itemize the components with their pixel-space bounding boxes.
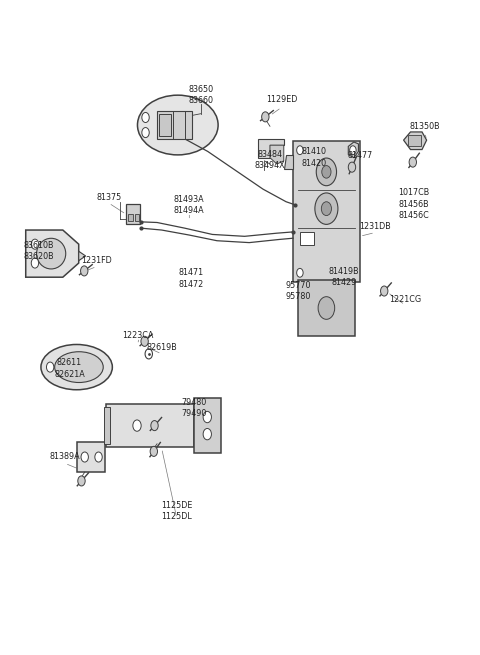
Circle shape bbox=[31, 258, 38, 268]
Text: 1125DE
1125DL: 1125DE 1125DL bbox=[161, 501, 192, 521]
Circle shape bbox=[318, 297, 335, 320]
Bar bbox=[157, 111, 192, 139]
Text: 1129ED: 1129ED bbox=[266, 96, 297, 104]
Circle shape bbox=[349, 146, 356, 155]
Circle shape bbox=[316, 158, 336, 186]
Polygon shape bbox=[348, 142, 359, 158]
Bar bbox=[298, 280, 355, 335]
Bar bbox=[77, 442, 105, 472]
Polygon shape bbox=[79, 252, 85, 261]
Text: 83484
83494X: 83484 83494X bbox=[254, 150, 285, 170]
Text: 81477: 81477 bbox=[347, 151, 372, 160]
Circle shape bbox=[297, 269, 303, 277]
Circle shape bbox=[262, 112, 269, 122]
Circle shape bbox=[203, 411, 211, 422]
Circle shape bbox=[381, 286, 388, 296]
Polygon shape bbox=[404, 132, 427, 149]
Bar bbox=[194, 398, 221, 453]
Polygon shape bbox=[26, 230, 79, 277]
Text: 1221CG: 1221CG bbox=[389, 295, 421, 304]
Bar bbox=[300, 232, 314, 246]
Text: 95770
95780: 95770 95780 bbox=[285, 281, 311, 301]
Circle shape bbox=[150, 446, 157, 457]
Circle shape bbox=[315, 193, 338, 225]
Circle shape bbox=[409, 157, 417, 167]
Ellipse shape bbox=[36, 238, 66, 269]
Text: 81410
81420: 81410 81420 bbox=[301, 147, 326, 168]
Ellipse shape bbox=[55, 352, 103, 383]
Bar bbox=[159, 114, 171, 136]
Circle shape bbox=[297, 146, 303, 155]
Ellipse shape bbox=[137, 95, 218, 155]
Circle shape bbox=[203, 428, 211, 440]
Text: 82619B: 82619B bbox=[146, 343, 177, 352]
Circle shape bbox=[78, 476, 85, 486]
Text: 81350B: 81350B bbox=[409, 122, 440, 131]
Circle shape bbox=[322, 166, 331, 178]
Ellipse shape bbox=[41, 345, 112, 390]
Circle shape bbox=[81, 266, 88, 276]
Circle shape bbox=[321, 202, 332, 215]
Text: 83650
83660: 83650 83660 bbox=[188, 84, 214, 105]
Text: 81493A
81494A: 81493A 81494A bbox=[174, 195, 204, 215]
Text: 81419B
81429: 81419B 81429 bbox=[329, 267, 360, 288]
Circle shape bbox=[142, 113, 149, 122]
Bar bbox=[293, 141, 360, 282]
Circle shape bbox=[47, 362, 54, 372]
Text: 1223CA: 1223CA bbox=[122, 331, 154, 339]
Circle shape bbox=[95, 452, 102, 462]
Circle shape bbox=[151, 421, 158, 430]
Bar bbox=[408, 135, 421, 147]
Circle shape bbox=[141, 336, 148, 346]
Text: 83610B
83620B: 83610B 83620B bbox=[24, 240, 54, 261]
Bar bbox=[107, 404, 194, 447]
Text: 81471
81472: 81471 81472 bbox=[178, 269, 204, 289]
Circle shape bbox=[145, 349, 153, 359]
Text: 82611
82621A: 82611 82621A bbox=[54, 358, 85, 379]
Circle shape bbox=[81, 452, 88, 462]
Text: 81375: 81375 bbox=[96, 193, 121, 202]
Bar bbox=[135, 214, 139, 221]
Circle shape bbox=[348, 162, 356, 172]
Text: 81389A: 81389A bbox=[49, 452, 80, 461]
Circle shape bbox=[142, 128, 149, 138]
Bar bbox=[104, 407, 109, 444]
Bar bbox=[126, 204, 140, 224]
Text: 79480
79490: 79480 79490 bbox=[181, 398, 206, 418]
Polygon shape bbox=[284, 155, 293, 169]
Text: 1231FD: 1231FD bbox=[81, 256, 112, 265]
Circle shape bbox=[133, 420, 141, 431]
Circle shape bbox=[31, 239, 38, 249]
Text: 1231DB: 1231DB bbox=[359, 223, 391, 231]
Polygon shape bbox=[258, 139, 284, 158]
Text: 1017CB
81456B
81456C: 1017CB 81456B 81456C bbox=[398, 188, 430, 220]
Polygon shape bbox=[270, 145, 284, 164]
Bar bbox=[128, 214, 133, 221]
